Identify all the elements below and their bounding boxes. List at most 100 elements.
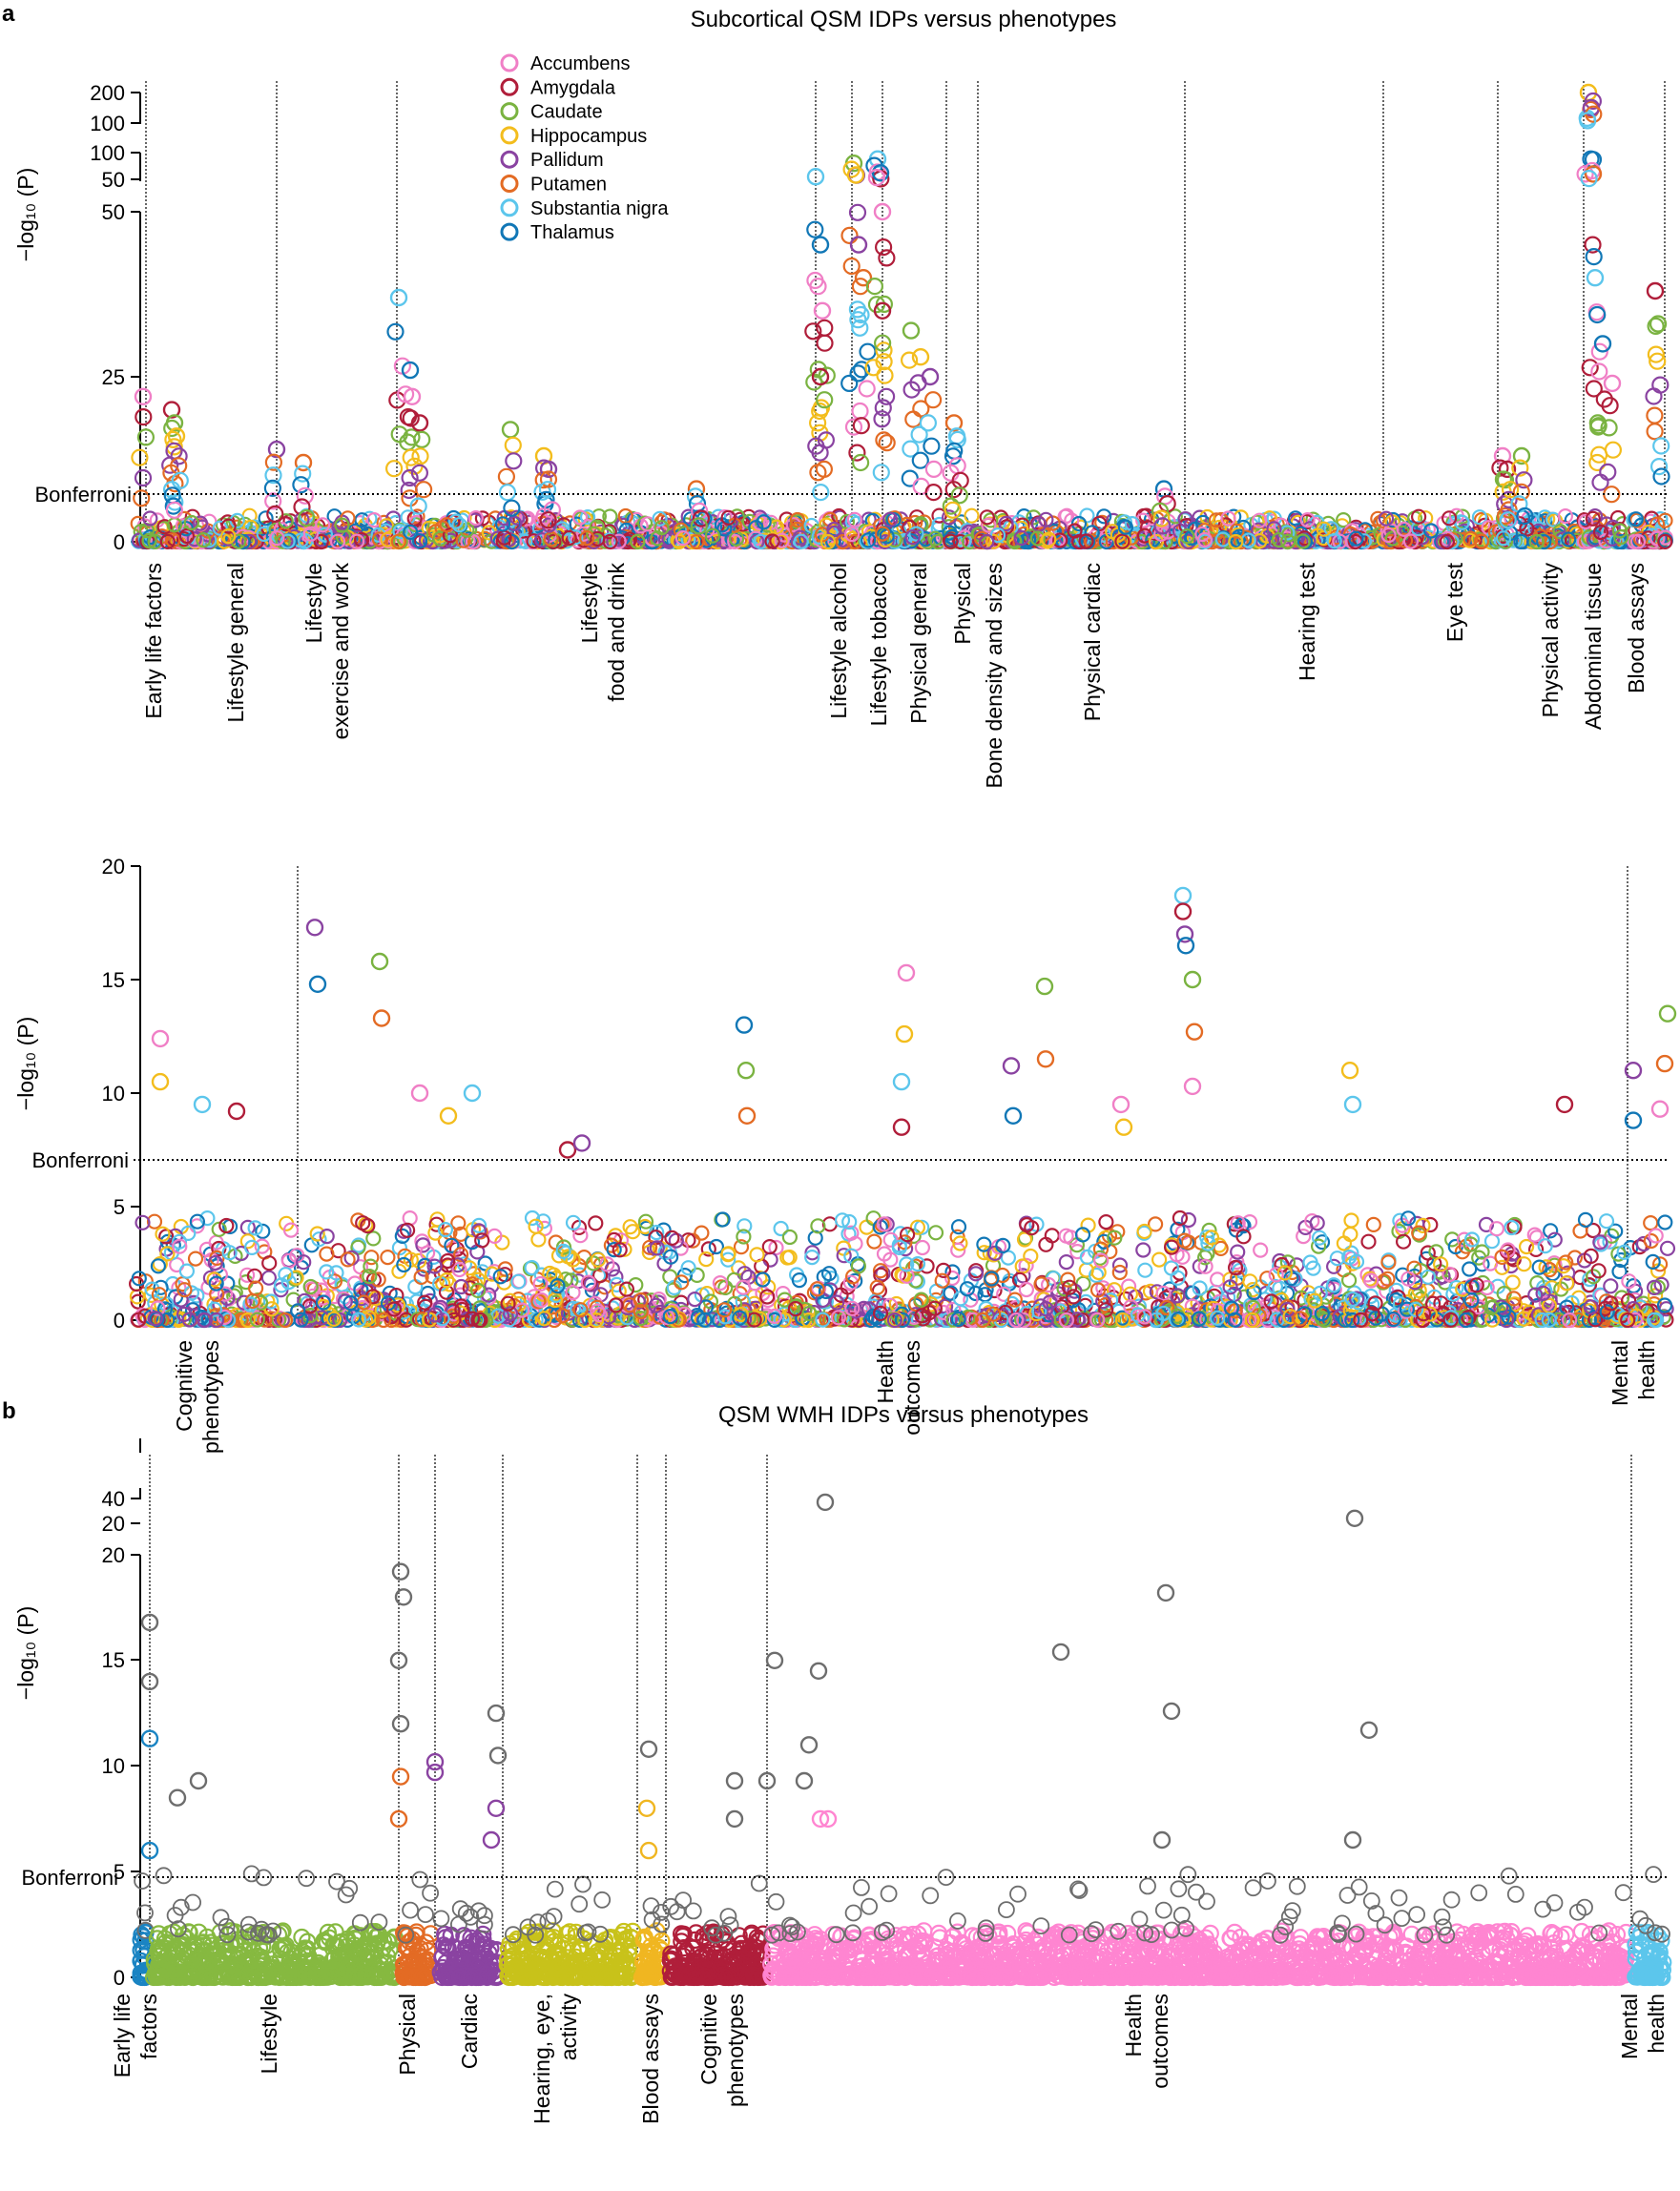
panel-a2-peak-point [1176,937,1195,955]
panel-a2-peak-point [151,1029,170,1048]
panel-b-grey-point [134,1872,152,1890]
panel-a2-point [1572,1269,1588,1286]
panel-a2-peak-point [227,1102,246,1121]
panel-a-peak-point [878,249,896,267]
panel-a-point [258,510,274,527]
panel-a-category-label: Abdominal tissue [1581,563,1606,730]
panel-a-peak-point [923,391,943,409]
panel-a-peak-point [904,410,923,428]
panel-a-point [354,512,370,528]
panel-a-peak-point [1604,441,1623,459]
legend-marker [500,53,519,72]
panel-a2-peak-point [1658,1004,1677,1023]
panel-a-category-label: Lifestyleexercise and work [301,563,353,740]
panel-a-legend: AccumbensAmygdalaCaudateHippocampusPalli… [500,53,669,243]
panel-a-peak-point [849,236,868,254]
panel-a2-peak-point [193,1095,212,1114]
panel-a2-peak-point [895,1024,914,1044]
panel-a-category-label-line: Early life factors [141,563,166,719]
panel-a-peak-point [389,288,408,307]
panel-b-ylabel: −log₁₀ (P) [13,1606,38,1700]
panel-a-category-label: Lifestyle general [223,563,248,723]
panel-a-category-label-line: Hearing test [1295,562,1319,681]
panel-b-tick-label: 20 [102,1512,125,1536]
panel-a-point [235,533,251,550]
panel-a-point [313,533,329,550]
panel-a-peak-point [1646,281,1665,300]
panel-a-letter: a [2,1,15,27]
panel-a-peak-point [816,334,834,352]
legend-marker [500,77,519,96]
panel-a2-point [380,1249,396,1266]
panel-a-peak-point [497,467,516,486]
panel-a2-peak-point [1035,977,1054,996]
panel-a-peak-point [505,452,523,470]
panel-a-category-dividers [145,81,1666,548]
panel-a-point [212,520,228,536]
panel-a2-peak-point [1185,1023,1204,1041]
panel-a-peak-point [1603,374,1622,393]
panel-a-category-label-line: food and drink [604,563,629,702]
panel-a-peak-point [1590,362,1608,381]
panel-a2-peak-point [308,975,327,994]
legend-marker [500,198,519,217]
panel-a-peak-point [1651,376,1670,394]
panel-a2-peak-point [1002,1057,1021,1075]
panel-a-point [196,531,212,548]
panel-a-peak-point [134,468,153,487]
panel-a-point [142,510,158,527]
panel-b-tick-label: 40 [102,1487,125,1511]
panel-a2-category-labels: Cognitivephenotypes Healthoutcomes Mentalh… [172,1340,1659,1454]
panel-a-point [280,533,296,549]
panel-a-category-labels: Early life factors Lifestyle general Lifes… [141,562,1649,788]
panel-a2-point [1365,1216,1381,1233]
panel-a-category-label-line: Physical [950,563,975,645]
panel-a-peak-point [413,430,431,448]
panel-a-category-label-line: exercise and work [328,563,353,740]
panel-a2-peak-point [572,1134,591,1152]
panel-a2-point [708,1238,725,1255]
panel-a-peak-point [840,374,859,392]
panel-a-tick-label: 200 [90,81,125,105]
panel-a2-peak-point [892,1118,911,1136]
panel-a2-tick-label: 0 [114,1309,125,1333]
panel-a-tick-label: 50 [102,168,125,192]
panel-a2-point [1018,1281,1035,1298]
panel-a2-peak-point [1655,1054,1674,1073]
panel-a-category-label: Physical [950,563,975,645]
panel-a-peak-point [840,226,859,244]
panel-a2-point [950,1219,967,1235]
panel-a-point [178,527,195,545]
panel-a-category-label: Bone density and sizes [982,563,1006,789]
panel-a2-category-label-line: Mental [1607,1340,1632,1406]
panel-a2-point [407,1278,424,1295]
panel-a-point [371,531,387,548]
panel-a-category-label-line: Bone density and sizes [982,563,1006,789]
panel-a2-point [859,1219,875,1235]
panel-a2-point [927,1225,944,1241]
legend-label: Caudate [530,102,603,123]
panel-a2-peak-point [1173,886,1193,905]
panel-a2-point [1462,1261,1478,1277]
panel-a2-point [1598,1213,1615,1230]
panel-a-peak-point [135,408,153,426]
panel-a2-peak-point [736,1061,756,1080]
panel-a2-point [1311,1230,1328,1246]
panel-a2-point [402,1209,418,1227]
panel-a2-peak-point [151,1072,170,1091]
panel-a-category-label: Physical cardiac [1080,563,1105,721]
panel-a-peak-point [1646,406,1664,424]
panel-a2-peak-point [1624,1061,1643,1080]
panel-a2-peak-point [1111,1095,1130,1114]
panel-a2-point [260,1270,277,1286]
panel-a2-peak-point [1624,1111,1643,1129]
panel-a-point [159,533,176,550]
panel-a-point [241,533,258,550]
panel-a2-category-label-line: phenotypes [198,1340,223,1454]
panel-a2-points [129,886,1677,1329]
panel-a2-point [1075,1275,1091,1292]
panel-a-point [183,514,199,531]
panel-a2-tick-label: 10 [102,1082,125,1106]
panel-a-category-label-line: Lifestyle tobacco [866,563,891,726]
